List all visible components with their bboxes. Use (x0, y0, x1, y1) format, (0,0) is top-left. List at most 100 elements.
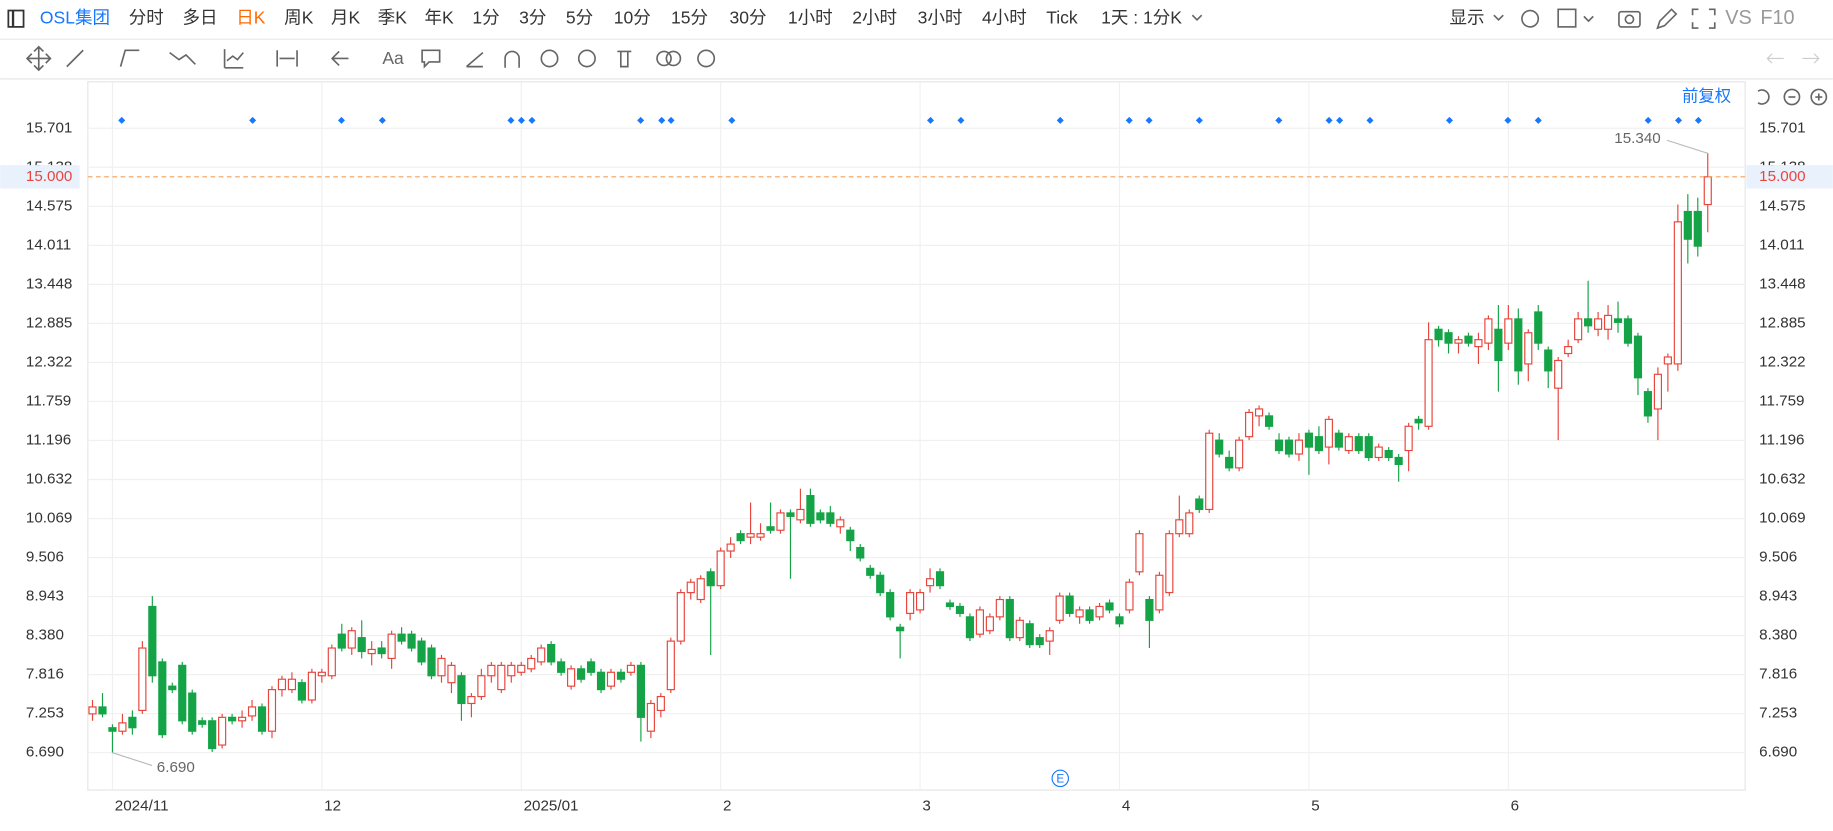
candle-body (517, 664, 526, 673)
event-marker[interactable] (637, 116, 645, 124)
event-marker[interactable] (658, 116, 666, 124)
indicator-tool[interactable] (223, 49, 244, 69)
period-setting[interactable]: 1天 : 1分K (1101, 7, 1182, 27)
period-tab[interactable]: 周K (284, 7, 314, 27)
draw-icon[interactable] (1656, 8, 1678, 30)
event-marker[interactable] (728, 116, 736, 124)
lock-tool[interactable] (540, 49, 559, 68)
event-marker[interactable] (957, 116, 965, 124)
candle-body (676, 592, 685, 642)
event-marker[interactable] (1694, 116, 1702, 124)
text-tool[interactable]: Aa (382, 48, 404, 68)
period-tab[interactable]: 10分 (614, 7, 651, 27)
candle-body (1544, 349, 1553, 372)
y-tick-label-right: 10.069 (1759, 510, 1805, 527)
event-marker[interactable] (1366, 116, 1374, 124)
angle-tool[interactable] (465, 51, 484, 68)
event-marker[interactable] (1056, 116, 1064, 124)
event-marker[interactable] (1675, 116, 1683, 124)
period-tab[interactable]: Tick (1046, 7, 1078, 27)
candle-body (1185, 512, 1194, 535)
line-tool[interactable] (66, 49, 84, 68)
event-marker[interactable] (1504, 116, 1512, 124)
event-marker[interactable] (249, 116, 257, 124)
event-marker[interactable] (1325, 116, 1333, 124)
chart-settings[interactable] (697, 49, 716, 68)
period-tab[interactable]: 1分 (472, 7, 499, 27)
candle-body (1703, 176, 1712, 206)
layout-icon[interactable] (1557, 8, 1577, 28)
event-marker[interactable] (1336, 116, 1344, 124)
event-marker[interactable] (1534, 116, 1542, 124)
candle-body (616, 671, 626, 680)
event-marker[interactable] (1445, 116, 1453, 124)
event-marker[interactable] (528, 116, 536, 124)
period-tab[interactable]: 1小时 (788, 7, 833, 27)
candle-body (1005, 598, 1014, 639)
display-menu[interactable]: 显示 (1449, 7, 1484, 27)
candle-body (387, 633, 396, 660)
zoom-out[interactable] (1783, 88, 1801, 106)
event-badge[interactable] (1051, 769, 1070, 788)
reset-icon[interactable] (1757, 89, 1770, 105)
period-tab[interactable]: 2小时 (852, 7, 897, 27)
candle-body (1464, 335, 1473, 344)
event-marker[interactable] (1145, 116, 1153, 124)
event-marker[interactable] (927, 116, 935, 124)
screenshot-icon[interactable] (1618, 10, 1641, 28)
adjust-mode[interactable]: 前复权 (1682, 87, 1731, 105)
candle-body (1284, 439, 1294, 455)
event-marker[interactable] (507, 116, 515, 124)
candle-body (1424, 339, 1433, 427)
sidebar-toggle[interactable] (7, 9, 25, 28)
y-tick-label-right: 11.759 (1759, 392, 1804, 409)
y-tick-label-left: 12.322 (26, 353, 72, 370)
candle-body (915, 592, 925, 611)
symbol[interactable]: OSL集团 (40, 7, 110, 27)
period-tab[interactable]: 30分 (729, 7, 766, 27)
event-marker[interactable] (1125, 116, 1133, 124)
period-tab[interactable]: 5分 (566, 7, 593, 27)
period-tab[interactable]: 季K (378, 7, 408, 27)
zoom-in[interactable] (1810, 88, 1828, 106)
settings-icon[interactable] (1521, 9, 1540, 28)
event-marker[interactable] (667, 116, 675, 124)
delete-tool[interactable] (617, 50, 632, 68)
wave-tool[interactable] (169, 51, 196, 65)
undo-redo[interactable] (1766, 53, 1820, 64)
candle-body (1374, 446, 1383, 459)
event-marker[interactable] (337, 116, 345, 124)
event-marker[interactable] (378, 116, 386, 124)
polyline-tool[interactable] (119, 49, 140, 67)
period-tab[interactable]: 多日 (183, 7, 218, 27)
measure-tool[interactable] (276, 50, 298, 67)
event-marker[interactable] (1275, 116, 1283, 124)
period-tab[interactable]: 4小时 (982, 7, 1027, 27)
period-tab[interactable]: 15分 (671, 7, 708, 27)
period-tab[interactable]: 3分 (519, 7, 546, 27)
compare-tool[interactable] (656, 50, 672, 67)
period-tab[interactable]: 分时 (129, 7, 164, 27)
event-marker[interactable] (118, 116, 126, 124)
move-tool[interactable] (25, 45, 52, 72)
f10-button[interactable]: F10 (1760, 7, 1794, 29)
hide-tool[interactable] (577, 49, 596, 68)
period-tab[interactable]: 年K (424, 7, 454, 27)
dropdown-icon (1191, 14, 1203, 22)
magnet-tool[interactable] (504, 50, 520, 68)
event-marker[interactable] (1195, 116, 1203, 124)
comment-tool[interactable] (421, 49, 441, 69)
candle-body (377, 647, 386, 655)
event-marker[interactable] (1644, 116, 1652, 124)
candle-body (1434, 328, 1443, 341)
vs-button[interactable]: VS (1725, 7, 1752, 29)
period-tab[interactable]: 日K (236, 7, 266, 27)
event-marker[interactable] (517, 116, 525, 124)
period-tab[interactable]: 3小时 (918, 7, 963, 27)
candle-body (1603, 314, 1613, 330)
arrow-tool[interactable] (330, 50, 349, 67)
fullscreen-icon[interactable] (1691, 8, 1716, 29)
y-tick-label-right: 12.322 (1759, 353, 1805, 370)
period-tab[interactable]: 月K (331, 7, 361, 27)
candle-body (1235, 439, 1244, 469)
